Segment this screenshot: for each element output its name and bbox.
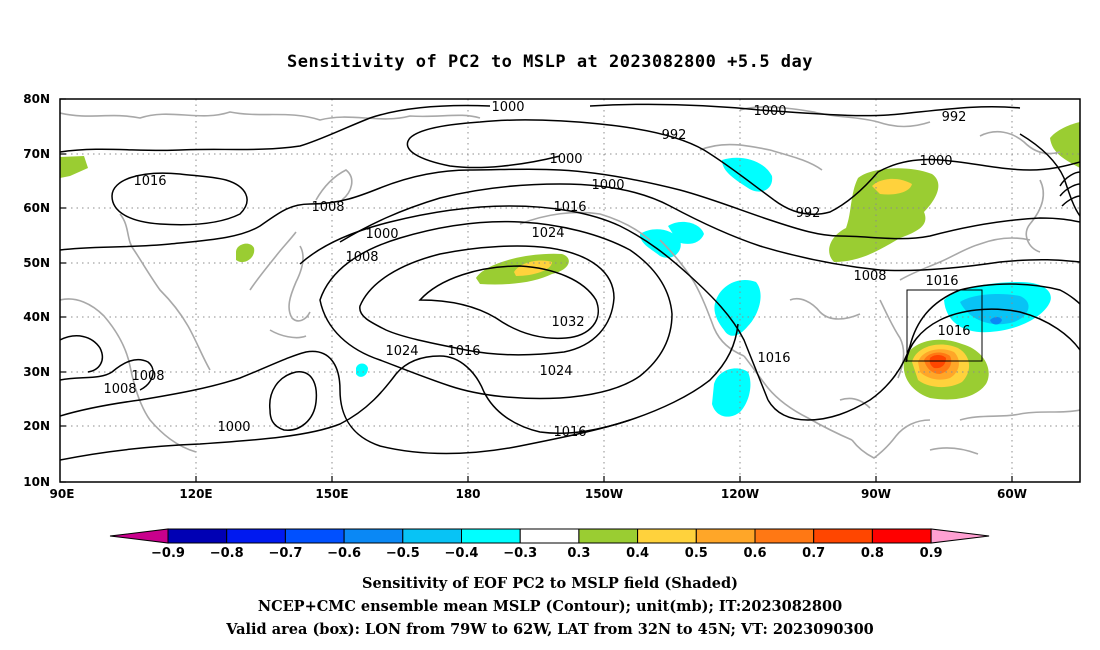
colorbar-label: −0.8 (210, 546, 244, 561)
contour-label: 992 (942, 110, 967, 125)
colorbar-swatch (461, 528, 521, 544)
contour-label: 1008 (103, 382, 136, 397)
colorbar-swatch (519, 528, 580, 544)
lat-labels: 80N 70N 60N 50N 40N 30N 20N 10N (23, 92, 50, 489)
caption-line-2: NCEP+CMC ensemble mean MSLP (Contour); u… (257, 598, 843, 615)
contour-label: 1024 (531, 226, 564, 241)
colorbar-swatch (871, 528, 932, 544)
colorbar (109, 528, 990, 544)
valid-area-box (906, 289, 983, 362)
contour-label: 1024 (539, 364, 572, 379)
colorbar-swatch (167, 528, 228, 544)
colorbar-label: −0.7 (268, 546, 302, 561)
colorbar-label: 0.6 (743, 546, 766, 561)
contour-label: 1000 (549, 152, 582, 167)
lon-labels: 90E 120E 150E 180 150W 120W 90W 60W (50, 487, 1027, 501)
graticule (60, 99, 1080, 482)
colorbar-label: 0.8 (861, 546, 884, 561)
lon-label: 150E (315, 487, 348, 501)
colorbar-swatch (343, 528, 404, 544)
colorbar-swatch (695, 528, 756, 544)
colorbar-swatch (284, 528, 345, 544)
contour-label: 1016 (757, 351, 790, 366)
lon-label: 90W (861, 487, 891, 501)
lat-label: 80N (23, 92, 50, 106)
colorbar-swatch (813, 528, 873, 544)
contour-label: 1008 (131, 369, 164, 384)
lon-label: 150W (585, 487, 623, 501)
lon-label: 90E (50, 487, 75, 501)
colorbar-under-triangle (109, 528, 169, 544)
lat-label: 60N (23, 201, 50, 215)
colorbar-swatch (226, 528, 286, 544)
contour-label: 1016 (447, 344, 480, 359)
colorbar-over-triangle (930, 528, 990, 544)
sensitivity-shading (60, 122, 1080, 417)
lat-label: 50N (23, 256, 50, 270)
colorbar-label: 0.3 (567, 546, 590, 561)
colorbar-label: −0.5 (386, 546, 420, 561)
contour-label: 1000 (365, 227, 398, 242)
contour-label: 1016 (937, 324, 970, 339)
colorbar-labels: −0.9 −0.8 −0.7 −0.6 −0.5 −0.4 −0.3 0.3 0.4 0.5 0.6… (151, 546, 943, 561)
lat-label: 40N (23, 310, 50, 324)
coastlines (60, 106, 1080, 459)
contour-label: 1016 (925, 274, 958, 289)
lon-label: 120W (721, 487, 759, 501)
contour-labels: 1000 1000 992 992 1000 1000 1000 1016 10… (103, 100, 970, 440)
caption-line-1: Sensitivity of EOF PC2 to MSLP field (Sh… (362, 575, 738, 592)
lat-label: 10N (23, 475, 50, 489)
lon-label: 120E (179, 487, 212, 501)
lat-label: 20N (23, 419, 50, 433)
colorbar-label: −0.4 (445, 546, 479, 561)
contour-label: 1032 (551, 315, 584, 330)
colorbar-label: −0.3 (503, 546, 537, 561)
lat-label: 70N (23, 147, 50, 161)
contour-label: 992 (662, 128, 687, 143)
contour-label: 1016 (133, 174, 166, 189)
lon-label: 180 (455, 487, 480, 501)
colorbar-label: −0.9 (151, 546, 185, 561)
contour-label: 1000 (753, 104, 786, 119)
contour-label: 1000 (491, 100, 524, 115)
contour-label: 1016 (553, 200, 586, 215)
colorbar-swatch (754, 528, 815, 544)
contour-label: 1024 (385, 344, 418, 359)
contour-label: 1000 (217, 420, 250, 435)
colorbar-swatch (578, 528, 639, 544)
colorbar-swatch (637, 528, 697, 544)
contour-label: 1008 (853, 269, 886, 284)
mslp-contours (60, 103, 1080, 461)
contour-label: 1016 (553, 425, 586, 440)
lat-label: 30N (23, 365, 50, 379)
page-title: Sensitivity of PC2 to MSLP at 2023082800… (286, 52, 813, 72)
lon-label: 60W (997, 487, 1027, 501)
axis-ticks (60, 98, 1013, 483)
colorbar-label: 0.5 (685, 546, 708, 561)
caption-line-3: Valid area (box): LON from 79W to 62W, L… (226, 621, 874, 638)
colorbar-label: −0.6 (327, 546, 361, 561)
colorbar-label: 0.7 (802, 546, 825, 561)
colorbar-label: 0.4 (626, 546, 649, 561)
contour-label: 1008 (311, 200, 344, 215)
map-frame (59, 98, 1081, 483)
contour-label: 1000 (919, 154, 952, 169)
contour-label: 1000 (591, 178, 624, 193)
colorbar-label: 0.9 (920, 546, 943, 561)
contour-label: 1008 (345, 250, 378, 265)
contour-label: 992 (796, 206, 821, 221)
colorbar-swatch (402, 528, 462, 544)
